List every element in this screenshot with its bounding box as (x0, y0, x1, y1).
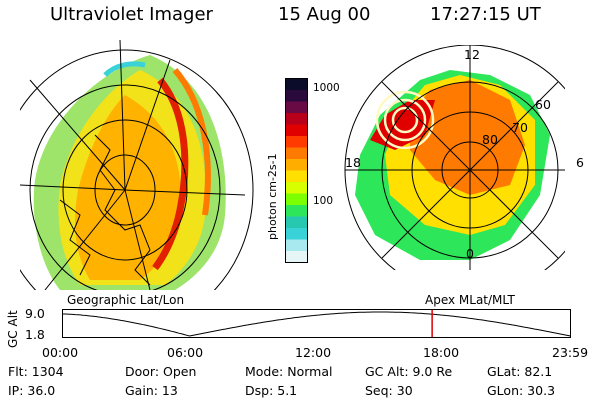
colorbar-swatch (285, 136, 308, 148)
dayglow-arcs (375, 90, 435, 150)
date-label: 15 Aug 00 (278, 4, 371, 25)
colorbar-swatch (285, 205, 308, 217)
colorbar-swatch (285, 159, 308, 171)
mlat-label-60: 60 (535, 97, 551, 112)
auroral-arc (152, 77, 189, 271)
mlat-label-70: 70 (512, 120, 528, 135)
colorbar-swatch (285, 228, 308, 240)
colorbar-swatch (285, 90, 308, 102)
colorbar-swatch (285, 193, 308, 206)
mlt-label-6: 6 (576, 155, 584, 170)
alt-xtick-2: 12:00 (295, 345, 332, 360)
lat-lon-grid (20, 40, 254, 290)
geographic-projection-label: Geographic Lat/Lon (67, 293, 185, 307)
geographic-image (20, 40, 254, 290)
colorbar-swatch (285, 182, 308, 194)
alt-plot-ylabel: GC Alt (6, 310, 20, 348)
colorbar-swatch (285, 101, 308, 114)
gc-altitude: GC Alt: 9.0 Re (365, 364, 453, 379)
polar-hotspot (370, 100, 435, 150)
colorbar-swatch (285, 170, 308, 183)
polar-image (344, 45, 565, 270)
geo-latitude: GLat: 82.1 (487, 364, 553, 379)
gain-value: Gain: 13 (125, 383, 178, 398)
door-status: Door: Open (125, 364, 197, 379)
colorbar-swatch (285, 251, 308, 263)
flight-number: Flt: 1304 (8, 364, 64, 379)
alt-ytick-1-8: 1.8 (25, 327, 45, 342)
alt-ytick-9: 9.0 (25, 306, 45, 321)
colorbar-tick-1000: 1000 (313, 82, 340, 94)
alt-xtick-0: 00:00 (42, 345, 79, 360)
polar-emission-inner (410, 80, 525, 195)
colorbar-swatch (285, 147, 308, 160)
instrument-title: Ultraviolet Imager (50, 4, 213, 25)
altitude-curve (62, 311, 571, 337)
mlat-label-80: 80 (482, 132, 498, 147)
colorbar-unit: photon cm-2s-1 (266, 153, 279, 240)
colorbar-tick-100: 100 (313, 195, 334, 207)
colorbar-swatch (285, 239, 308, 252)
colorbar (285, 78, 308, 263)
altitude-plot (62, 309, 571, 338)
colorbar-swatch (285, 216, 308, 229)
mlt-label-12: 12 (464, 47, 480, 62)
apex-projection-label: Apex MLat/MLT (425, 293, 515, 307)
alt-xtick-1: 06:00 (167, 345, 204, 360)
colorbar-swatch (285, 78, 308, 91)
time-label: 17:27:15 UT (430, 4, 541, 25)
geo-longitude: GLon: 30.3 (487, 383, 556, 398)
mode-value: Mode: Normal (245, 364, 333, 379)
ip-value: IP: 36.0 (8, 383, 56, 398)
alt-xtick-3: 18:00 (423, 345, 460, 360)
colorbar-swatch (285, 113, 308, 125)
sequence-number: Seq: 30 (365, 383, 413, 398)
mlat-mlt-grid (344, 45, 565, 270)
mlt-label-18: 18 (345, 155, 361, 170)
auroral-arc-outer (172, 68, 211, 216)
alt-xtick-4: 23:59 (552, 345, 589, 360)
dayside-edge (103, 61, 146, 77)
colorbar-swatch (285, 124, 308, 137)
mlt-label-0: 0 (466, 246, 474, 261)
dsp-value: Dsp: 5.1 (245, 383, 298, 398)
